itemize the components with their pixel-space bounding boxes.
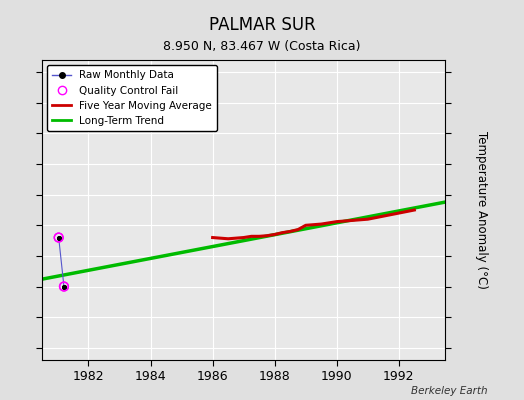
- Point: [60, 283, 68, 290]
- Point: [54, 234, 63, 241]
- Text: Berkeley Earth: Berkeley Earth: [411, 386, 487, 396]
- Text: PALMAR SUR: PALMAR SUR: [209, 16, 315, 34]
- Point: [60, 283, 68, 290]
- Y-axis label: Temperature Anomaly (°C): Temperature Anomaly (°C): [475, 131, 488, 289]
- Point: [60, 283, 68, 290]
- Point: [54, 234, 63, 241]
- Point: [54, 234, 63, 241]
- Point: [60, 283, 68, 290]
- Text: 8.950 N, 83.467 W (Costa Rica): 8.950 N, 83.467 W (Costa Rica): [163, 40, 361, 53]
- Point: [54, 234, 63, 241]
- Legend: Raw Monthly Data, Quality Control Fail, Five Year Moving Average, Long-Term Tren: Raw Monthly Data, Quality Control Fail, …: [47, 65, 217, 131]
